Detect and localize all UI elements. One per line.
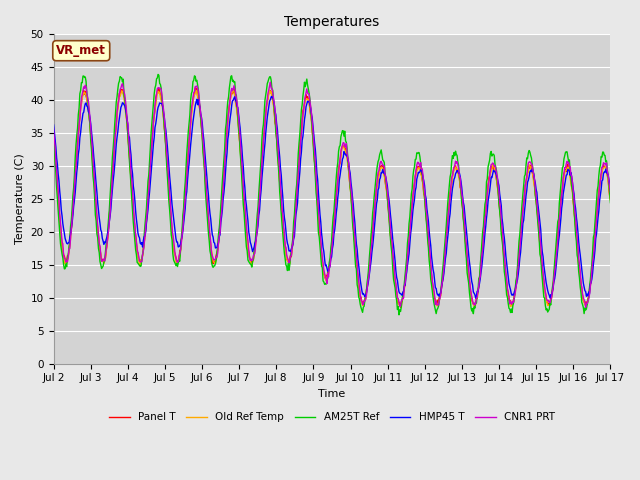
Line: Panel T: Panel T [54, 88, 611, 307]
Title: Temperatures: Temperatures [284, 15, 380, 29]
CNR1 PRT [401, 282, 408, 288]
AM25T Ref [401, 271, 409, 277]
HMP45 T [268, 94, 276, 99]
CNR1 PRT [117, 85, 125, 91]
CNR1 PRT [607, 189, 614, 195]
Panel T [607, 196, 614, 202]
HMP45 T [60, 226, 67, 232]
CNR1 PRT [203, 194, 211, 200]
Legend: Panel T, Old Ref Temp, AM25T Ref, HMP45 T, CNR1 PRT: Panel T, Old Ref Temp, AM25T Ref, HMP45 … [105, 408, 559, 427]
HMP45 T [173, 239, 181, 245]
Old Ref Temp [607, 197, 614, 203]
Old Ref Temp [397, 304, 405, 310]
Text: VR_met: VR_met [56, 44, 106, 57]
Panel T [191, 85, 199, 91]
CNR1 PRT [60, 252, 67, 258]
AM25T Ref [117, 75, 125, 81]
AM25T Ref [60, 262, 67, 267]
AM25T Ref [154, 72, 162, 77]
Old Ref Temp [50, 132, 58, 138]
CNR1 PRT [267, 79, 275, 85]
Panel T [418, 170, 426, 176]
HMP45 T [401, 283, 408, 289]
Panel T [117, 86, 125, 92]
Old Ref Temp [60, 254, 67, 260]
HMP45 T [203, 174, 211, 180]
AM25T Ref [50, 133, 58, 139]
Line: AM25T Ref: AM25T Ref [54, 74, 611, 315]
CNR1 PRT [173, 260, 181, 265]
Old Ref Temp [401, 280, 409, 286]
AM25T Ref [174, 260, 182, 266]
AM25T Ref [418, 166, 426, 171]
HMP45 T [417, 167, 424, 173]
Panel T [401, 277, 409, 283]
Old Ref Temp [117, 91, 125, 96]
HMP45 T [472, 295, 479, 301]
Panel T [60, 252, 67, 258]
HMP45 T [50, 122, 58, 128]
X-axis label: Time: Time [318, 389, 346, 399]
Old Ref Temp [418, 173, 426, 179]
CNR1 PRT [50, 126, 58, 132]
AM25T Ref [204, 221, 211, 227]
Old Ref Temp [203, 199, 211, 204]
HMP45 T [607, 187, 614, 192]
AM25T Ref [607, 200, 614, 205]
CNR1 PRT [417, 160, 424, 166]
AM25T Ref [395, 312, 403, 318]
Panel T [204, 208, 211, 214]
Line: HMP45 T: HMP45 T [54, 96, 611, 298]
Old Ref Temp [173, 260, 181, 266]
Line: CNR1 PRT: CNR1 PRT [54, 82, 611, 307]
Panel T [50, 131, 58, 136]
Line: Old Ref Temp: Old Ref Temp [54, 90, 611, 307]
Panel T [173, 259, 181, 265]
Y-axis label: Temperature (C): Temperature (C) [15, 154, 25, 244]
CNR1 PRT [582, 304, 589, 310]
Old Ref Temp [228, 87, 236, 93]
Panel T [397, 304, 404, 310]
HMP45 T [117, 104, 125, 110]
